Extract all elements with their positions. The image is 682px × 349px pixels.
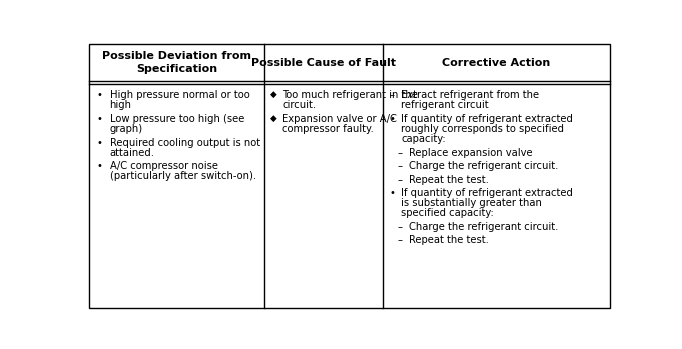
Text: attained.: attained. — [110, 148, 155, 158]
Text: is substantially greater than: is substantially greater than — [401, 198, 542, 208]
Text: •: • — [96, 90, 102, 100]
Text: A/C compressor noise: A/C compressor noise — [110, 161, 218, 171]
Text: –: – — [397, 222, 402, 232]
Text: Required cooling output is not: Required cooling output is not — [110, 138, 260, 148]
Text: –: – — [397, 174, 402, 185]
Text: –: – — [397, 235, 402, 245]
Text: Possible Cause of Fault: Possible Cause of Fault — [251, 58, 396, 68]
Text: –: – — [390, 90, 395, 100]
Text: •: • — [96, 138, 102, 148]
Text: Corrective Action: Corrective Action — [442, 58, 550, 68]
Text: compressor faulty.: compressor faulty. — [282, 124, 374, 134]
Text: capacity:: capacity: — [401, 134, 446, 144]
Text: –: – — [397, 161, 402, 171]
Text: If quantity of refrigerant extracted: If quantity of refrigerant extracted — [401, 114, 573, 124]
Text: specified capacity:: specified capacity: — [401, 208, 494, 218]
Text: Possible Deviation from
Specification: Possible Deviation from Specification — [102, 51, 251, 74]
Text: Expansion valve or A/C: Expansion valve or A/C — [282, 114, 398, 124]
Text: –: – — [397, 148, 402, 158]
Text: graph): graph) — [110, 124, 143, 134]
Text: Charge the refrigerant circuit.: Charge the refrigerant circuit. — [409, 222, 559, 232]
Text: Repeat the test.: Repeat the test. — [409, 174, 489, 185]
Text: Low pressure too high (see: Low pressure too high (see — [110, 114, 244, 124]
Text: Repeat the test.: Repeat the test. — [409, 235, 489, 245]
Text: If quantity of refrigerant extracted: If quantity of refrigerant extracted — [401, 188, 573, 198]
Text: Replace expansion valve: Replace expansion valve — [409, 148, 533, 158]
Text: Extract refrigerant from the: Extract refrigerant from the — [401, 90, 539, 100]
Text: (particularly after switch-on).: (particularly after switch-on). — [110, 171, 256, 181]
Text: High pressure normal or too: High pressure normal or too — [110, 90, 250, 100]
Text: •: • — [389, 188, 396, 198]
Text: Too much refrigerant in the: Too much refrigerant in the — [282, 90, 418, 100]
Text: ◆: ◆ — [270, 114, 277, 123]
Text: refrigerant circuit: refrigerant circuit — [401, 101, 489, 111]
Text: roughly corresponds to specified: roughly corresponds to specified — [401, 124, 564, 134]
Text: circuit.: circuit. — [282, 101, 316, 111]
Text: •: • — [96, 161, 102, 171]
Text: •: • — [389, 114, 396, 124]
Text: •: • — [96, 114, 102, 124]
Text: high: high — [110, 101, 132, 111]
Text: Charge the refrigerant circuit.: Charge the refrigerant circuit. — [409, 161, 559, 171]
Text: ◆: ◆ — [270, 90, 277, 99]
